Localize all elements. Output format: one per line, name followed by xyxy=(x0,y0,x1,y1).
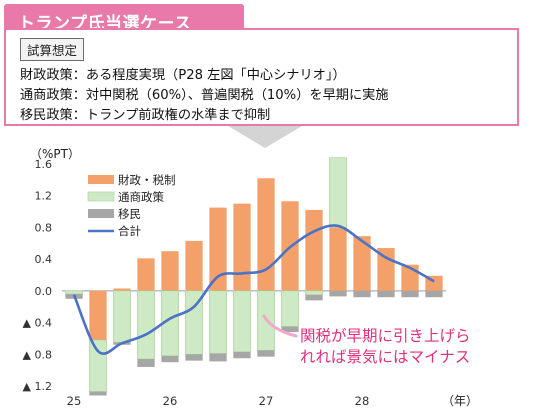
bar-immigration xyxy=(185,354,203,361)
bar-immigration xyxy=(401,290,419,298)
y-tick-label: 0.4 xyxy=(35,253,53,266)
x-year-label: 28 xyxy=(355,394,370,408)
bar-immigration xyxy=(329,290,347,297)
bar-fiscal xyxy=(233,203,251,291)
bar-fiscal xyxy=(353,236,371,291)
total-line xyxy=(72,224,435,355)
bar-trade xyxy=(113,290,131,343)
bar-immigration xyxy=(257,350,275,357)
bar-fiscal xyxy=(137,258,155,291)
legend-label-fiscal: 財政・税制 xyxy=(118,173,176,187)
legend-label-trade: 通商政策 xyxy=(118,190,164,204)
bar-immigration xyxy=(209,353,227,362)
bar-immigration xyxy=(425,290,443,298)
bar-trade xyxy=(209,290,227,354)
x-year-label: 25 xyxy=(67,394,82,408)
y-unit-label: （%PT） xyxy=(30,147,80,161)
bar-trade xyxy=(233,290,251,353)
y-tick-label: ▲ 0.8 xyxy=(23,348,52,361)
y-tick-label: ▲ 1.2 xyxy=(23,380,52,393)
bar-immigration xyxy=(137,359,155,367)
bar-fiscal xyxy=(257,178,275,291)
legend-swatch-trade xyxy=(87,191,115,202)
bar-fiscal xyxy=(89,290,107,341)
bar-fiscal xyxy=(305,209,323,291)
bar-trade xyxy=(329,157,347,228)
y-tick-label: ▲ 0.4 xyxy=(23,317,52,330)
x-year-label: 26 xyxy=(163,394,178,408)
callout-pointer xyxy=(228,126,302,148)
assumption-box: 試算想定 財政政策：ある程度実現（P28 左図「中心シナリオ」） 通商政策：対中… xyxy=(4,28,519,126)
bar-immigration xyxy=(281,326,299,333)
bar-fiscal xyxy=(161,251,179,291)
legend-label-immigration: 移民 xyxy=(118,207,141,221)
bar-fiscal xyxy=(329,227,347,291)
legend-swatch-immigration xyxy=(88,209,114,218)
bar-immigration xyxy=(233,351,251,359)
legend-label-total: 合計 xyxy=(118,224,141,238)
bar-fiscal xyxy=(113,288,131,291)
bar-trade xyxy=(65,290,83,295)
bar-trade xyxy=(281,290,299,327)
bar-trade xyxy=(305,290,323,296)
bar-immigration xyxy=(377,290,395,298)
bar-immigration xyxy=(161,355,179,363)
bar-fiscal xyxy=(185,240,203,291)
x-year-label: 27 xyxy=(259,394,274,408)
fiscal-policy-line: 財政政策：ある程度実現（P28 左図「中心シナリオ」） xyxy=(20,68,346,83)
bar-trade xyxy=(89,339,107,392)
legend-swatch-fiscal xyxy=(88,175,114,184)
x-unit-label: （年） xyxy=(442,394,478,408)
callout-connector xyxy=(262,314,298,338)
y-tick-label: 1.6 xyxy=(35,158,53,171)
y-tick-label: 0.0 xyxy=(35,285,53,298)
bar-immigration xyxy=(89,391,107,396)
callout-line-1: 関税が早期に引き上げら xyxy=(300,327,471,345)
bar-immigration xyxy=(353,290,371,298)
callout-line-2: れれば景気にはマイナス xyxy=(300,348,471,366)
immigration-policy-line: 移民政策：トランプ前政権の水準まで抑制 xyxy=(20,108,271,123)
assumption-badge: 試算想定 xyxy=(20,38,85,61)
bar-trade xyxy=(137,290,155,360)
y-tick-label: 0.8 xyxy=(35,221,53,234)
bar-fiscal xyxy=(209,207,227,291)
tariff-callout: 関税が早期に引き上げら れれば景気にはマイナス xyxy=(300,326,471,368)
y-tick-label: 1.2 xyxy=(35,190,53,203)
bar-immigration xyxy=(305,294,323,301)
trade-policy-line: 通商政策：対中関税（60%）、普遍関税（10%）を早期に実施 xyxy=(20,88,389,103)
